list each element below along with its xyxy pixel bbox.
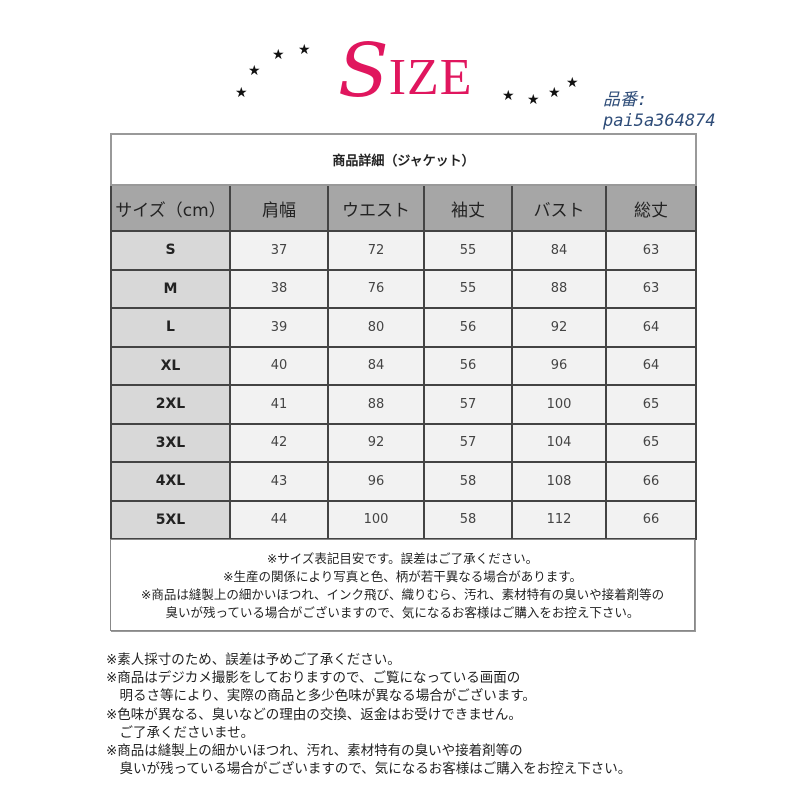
product-code: 品番: pai5a364874: [603, 90, 716, 132]
star-icon: ★: [298, 42, 311, 58]
measurement-cell: 66: [605, 499, 697, 540]
measurement-cell: 104: [511, 422, 607, 463]
table-row: XL 40 84 56 96 64: [110, 345, 697, 386]
table-note: ※商品は縫製上の細かいほつれ、インク飛び、織りむら、汚れ、素材特有の臭いや接着剤…: [140, 587, 665, 602]
size-cell: 2XL: [110, 384, 231, 425]
product-code-label: 品番:: [603, 90, 648, 110]
note-line: ※商品はデジカメ撮影をしておりますので、ご覧になっている画面の: [106, 670, 521, 687]
table-note: ※生産の関係により写真と色、柄が若干異なる場合があります。: [223, 569, 582, 584]
star-icon: ★: [502, 88, 515, 104]
measurement-cell: 112: [511, 499, 607, 540]
header-length: 総丈: [605, 184, 697, 232]
table-notes: ※サイズ表記目安です。誤差はご了承ください。 ※生産の関係により写真と色、柄が若…: [110, 539, 695, 631]
measurement-cell: 38: [229, 268, 329, 309]
note-line: ※色味が異なる、臭いなどの理由の交換、返金はお受けできません。: [106, 706, 522, 723]
table-title: 商品詳細（ジャケット）: [110, 133, 697, 186]
table-row: 5XL 44 100 58 112 66: [110, 499, 697, 540]
measurement-cell: 65: [605, 422, 697, 463]
size-cell: 4XL: [110, 461, 231, 502]
size-cell: XL: [110, 345, 231, 386]
note-line: ※素人採寸のため、誤差は予めご了承ください。: [106, 652, 401, 668]
measurement-cell: 44: [229, 499, 329, 540]
table-row: 2XL 41 88 57 100 65: [110, 384, 697, 425]
measurement-cell: 58: [423, 461, 513, 502]
table-row: M 38 76 55 88 63: [110, 268, 697, 309]
measurement-cell: 58: [423, 499, 513, 540]
measurement-cell: 72: [327, 230, 425, 271]
logo-first-letter: S: [338, 28, 389, 114]
note-line: 臭いが残っている場合がございますので、気になるお客様はご購入をお控え下さい。: [106, 761, 632, 778]
table-header-row: サイズ（cm） 肩幅 ウエスト 袖丈 バスト 総丈: [110, 184, 697, 232]
measurement-cell: 56: [423, 345, 513, 386]
measurement-cell: 55: [423, 268, 513, 309]
size-cell: M: [110, 268, 231, 309]
measurement-cell: 63: [605, 230, 697, 271]
measurement-cell: 41: [229, 384, 329, 425]
measurement-cell: 100: [511, 384, 607, 425]
size-cell: S: [110, 230, 231, 271]
star-icon: ★: [548, 85, 561, 101]
logo-rest: IZE: [388, 49, 473, 106]
star-icon: ★: [248, 63, 261, 79]
measurement-cell: 88: [511, 268, 607, 309]
size-cell: 3XL: [110, 422, 231, 463]
measurement-cell: 92: [511, 307, 607, 348]
measurement-cell: 84: [327, 345, 425, 386]
measurement-cell: 88: [327, 384, 425, 425]
table-note: ※サイズ表記目安です。誤差はご了承ください。: [266, 551, 539, 566]
measurement-cell: 42: [229, 422, 329, 463]
measurement-cell: 92: [327, 422, 425, 463]
header-waist: ウエスト: [327, 184, 425, 232]
measurement-cell: 84: [511, 230, 607, 271]
measurement-cell: 63: [605, 268, 697, 309]
product-code-value: pai5a364874: [603, 111, 716, 131]
note-line: ※商品は縫製上の細かいほつれ、汚れ、素材特有の臭いや接着剤等の: [106, 743, 523, 760]
measurement-cell: 56: [423, 307, 513, 348]
measurement-cell: 57: [423, 384, 513, 425]
table-note: 臭いが残っている場合がございますので、気になるお客様はご購入をお控え下さい。: [165, 605, 640, 620]
header-bust: バスト: [511, 184, 607, 232]
star-icon: ★: [527, 92, 540, 108]
measurement-cell: 80: [327, 307, 425, 348]
measurement-cell: 76: [327, 268, 425, 309]
header-sleeve: 袖丈: [423, 184, 513, 232]
table-row: L 39 80 56 92 64: [110, 307, 697, 348]
measurement-cell: 96: [511, 345, 607, 386]
measurement-cell: 65: [605, 384, 697, 425]
measurement-cell: 43: [229, 461, 329, 502]
table-row: S 37 72 55 84 63: [110, 230, 697, 271]
star-icon: ★: [235, 85, 248, 101]
disclaimer-notes: ※素人採寸のため、誤差は予めご了承ください。 ※商品はデジカメ撮影をしております…: [106, 651, 631, 778]
measurement-cell: 66: [605, 461, 697, 502]
star-icon: ★: [566, 75, 579, 91]
star-icon: ★: [272, 47, 285, 63]
table-row: 4XL 43 96 58 108 66: [110, 461, 697, 502]
measurement-cell: 64: [605, 345, 697, 386]
size-cell: 5XL: [110, 499, 231, 540]
measurement-cell: 57: [423, 422, 513, 463]
measurement-cell: 55: [423, 230, 513, 271]
note-line: 明るさ等により、実際の商品と多少色味が異なる場合がございます。: [106, 688, 536, 705]
table-row: 3XL 42 92 57 104 65: [110, 422, 697, 463]
size-logo: S IZE: [338, 28, 473, 108]
measurement-cell: 100: [327, 499, 425, 540]
note-line: ご了承くださいませ。: [106, 724, 255, 741]
measurement-cell: 40: [229, 345, 329, 386]
measurement-cell: 96: [327, 461, 425, 502]
measurement-cell: 64: [605, 307, 697, 348]
size-cell: L: [110, 307, 231, 348]
measurement-cell: 108: [511, 461, 607, 502]
header-size: サイズ（cm）: [110, 184, 231, 232]
header-shoulder: 肩幅: [229, 184, 329, 232]
measurement-cell: 37: [229, 230, 329, 271]
measurement-cell: 39: [229, 307, 329, 348]
